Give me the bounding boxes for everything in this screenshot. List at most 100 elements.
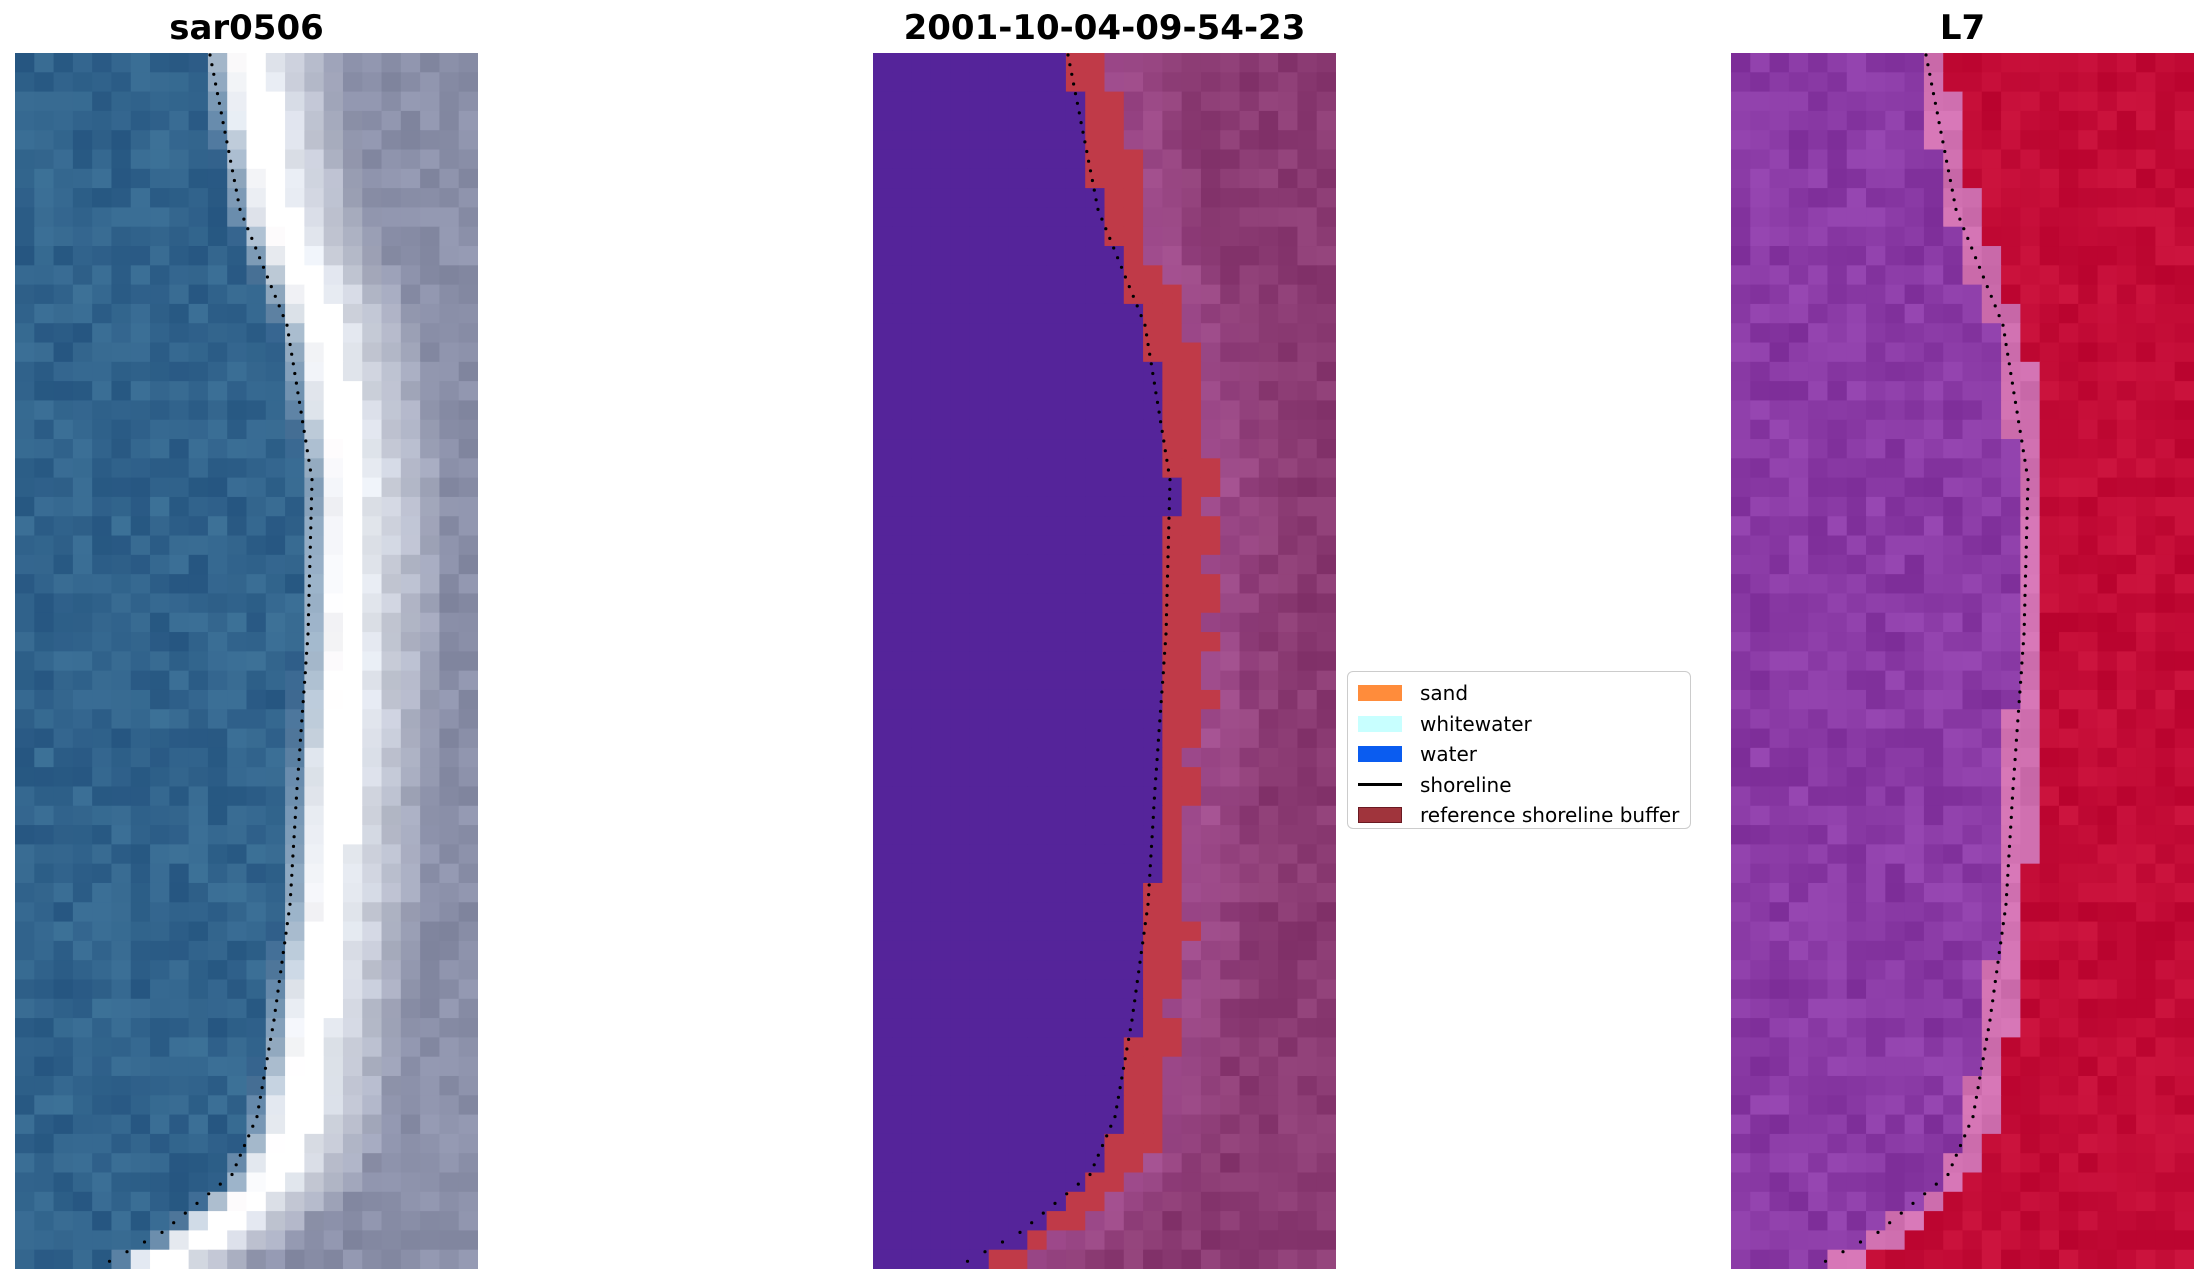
index-pixel [1788, 940, 1809, 961]
rgb-pixel [150, 651, 170, 672]
classified-pixel [950, 168, 971, 189]
rgb-pixel [130, 612, 151, 633]
rgb-pixel [439, 1133, 460, 1154]
classified-pixel [988, 342, 1009, 363]
classified-pixel [1181, 1114, 1202, 1135]
index-pixel [1788, 844, 1809, 865]
classified-pixel [873, 1230, 893, 1251]
index-pixel [1750, 689, 1771, 710]
index-pixel [1885, 1095, 1906, 1116]
rgb-pixel [323, 940, 344, 961]
index-pixel [2001, 72, 2021, 93]
classified-pixel [930, 1133, 951, 1154]
index-pixel [2001, 574, 2021, 595]
classified-pixel [969, 516, 990, 537]
classified-pixel [1297, 284, 1318, 305]
rgb-pixel [342, 400, 363, 421]
rgb-pixel [304, 1249, 325, 1269]
rgb-pixel [400, 130, 421, 151]
rgb-pixel [150, 728, 170, 749]
index-pixel [1923, 554, 1944, 575]
classified-pixel [950, 535, 971, 556]
shoreline-point [1100, 1143, 1105, 1148]
rgb-pixel [342, 882, 363, 903]
classified-pixel [1258, 786, 1279, 807]
classified-pixel [1316, 1037, 1336, 1058]
rgb-pixel [92, 323, 113, 344]
index-pixel [1923, 168, 1944, 189]
rgb-pixel [188, 149, 209, 170]
classified-pixel [911, 265, 932, 286]
index-pixel [2020, 612, 2041, 633]
index-pixel [1769, 149, 1790, 170]
index-pixel [1981, 303, 2002, 324]
classified-pixel [950, 786, 971, 807]
rgb-pixel [342, 361, 363, 382]
index-pixel [2116, 786, 2137, 807]
index-pixel [1885, 342, 1906, 363]
index-pixel [2097, 53, 2118, 73]
index-pixel [1885, 496, 1906, 517]
rgb-pixel [72, 284, 93, 305]
index-pixel [1885, 246, 1906, 266]
rgb-pixel [458, 1056, 478, 1077]
classified-pixel [1065, 767, 1086, 788]
index-pixel [1943, 168, 1964, 189]
index-pixel [1769, 902, 1790, 923]
index-pixel [1827, 902, 1848, 923]
index-pixel [1962, 535, 1983, 556]
classified-pixel [1104, 593, 1125, 614]
rgb-pixel [342, 689, 363, 710]
classified-pixel [930, 902, 951, 923]
index-pixel [1788, 960, 1809, 981]
shoreline-point [280, 960, 284, 964]
index-pixel [1923, 458, 1944, 479]
index-pixel [1731, 516, 1751, 537]
rgb-pixel [246, 246, 267, 266]
classified-pixel [1085, 786, 1106, 807]
rgb-pixel [400, 651, 421, 672]
shoreline-point [2021, 642, 2025, 646]
shoreline-point [300, 719, 304, 723]
rgb-pixel [72, 689, 93, 710]
classified-pixel [1162, 844, 1183, 865]
rgb-pixel [207, 72, 228, 93]
rgb-pixel [188, 130, 209, 151]
index-pixel [2001, 188, 2021, 209]
rgb-pixel [207, 284, 228, 305]
rgb-pixel [15, 207, 35, 228]
index-pixel [1962, 110, 1983, 131]
rgb-pixel [72, 1056, 93, 1077]
classified-pixel [1104, 960, 1125, 981]
classified-pixel [1220, 554, 1241, 575]
shoreline-point [234, 188, 238, 192]
rgb-pixel [246, 960, 267, 981]
shoreline-point [1945, 159, 1949, 163]
classified-pixel [1123, 651, 1144, 672]
index-pixel [1750, 844, 1771, 865]
rgb-pixel [15, 246, 35, 266]
shoreline-point [1930, 82, 1934, 86]
index-pixel [2039, 882, 2060, 903]
index-pixel [1827, 477, 1848, 498]
index-pixel [2097, 1037, 2118, 1058]
index-pixel [1731, 554, 1751, 575]
classified-pixel [1162, 323, 1183, 344]
index-pixel [1846, 323, 1867, 344]
index-pixel [2001, 593, 2021, 614]
index-pixel [1731, 670, 1751, 691]
rgb-pixel [246, 110, 267, 131]
index-pixel [1788, 381, 1809, 402]
rgb-pixel [304, 458, 325, 479]
index-pixel [1866, 612, 1886, 633]
index-pixel [1750, 419, 1771, 440]
classified-pixel [1162, 1018, 1183, 1038]
rgb-pixel [53, 419, 74, 440]
shoreline-point [1094, 198, 1098, 202]
classified-pixel [1162, 689, 1183, 710]
index-pixel [2001, 1075, 2021, 1096]
classified-pixel [988, 361, 1009, 382]
shoreline-point [2024, 545, 2028, 549]
rgb-pixel [53, 1172, 74, 1193]
rgb-pixel [169, 284, 190, 305]
